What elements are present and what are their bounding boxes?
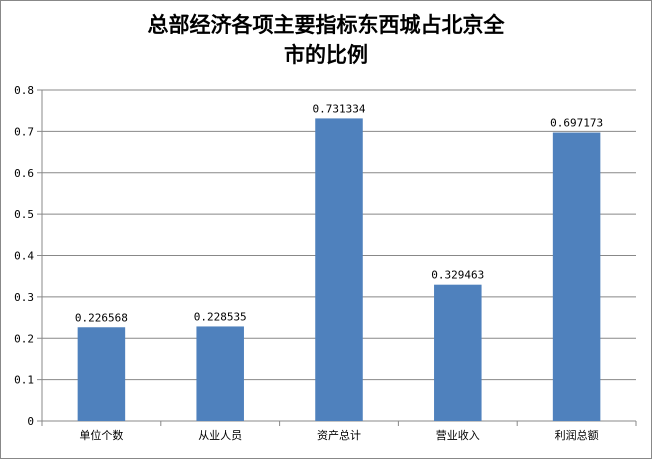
bar-3	[315, 118, 363, 422]
data-label-2: 0.228535	[194, 310, 247, 323]
bar-2	[196, 326, 244, 421]
x-category-label: 营业收入	[436, 428, 480, 442]
bar-1	[77, 327, 126, 421]
data-label-4: 0.329463	[431, 269, 484, 282]
y-tick-label: 0.7	[14, 125, 34, 138]
x-category-label: 利润总额	[555, 428, 599, 442]
chart-title-line-1: 总部经济各项主要指标东西城占北京全	[147, 12, 505, 37]
data-label-1: 0.226568	[75, 311, 128, 324]
bar-4	[434, 284, 482, 421]
chart-title: 总部经济各项主要指标东西城占北京全 市的比例	[0, 10, 652, 70]
bar-5	[552, 132, 601, 421]
y-tick-label: 0	[27, 415, 34, 428]
x-category-label: 从业人员	[198, 429, 242, 442]
y-tick-label: 0.1	[14, 374, 34, 387]
x-category-label: 单位个数	[79, 428, 123, 442]
y-tick-label: 0.3	[14, 291, 34, 304]
y-tick-label: 0.4	[14, 250, 34, 263]
data-label-3: 0.731334	[313, 102, 366, 115]
data-label-5: 0.697173	[550, 117, 603, 130]
chart-title-line-2: 市的比例	[284, 42, 368, 67]
y-tick-label: 0.6	[14, 167, 34, 180]
y-tick-label: 0.8	[14, 84, 34, 97]
x-category-label: 资产总计	[317, 428, 361, 442]
y-tick-label: 0.2	[14, 332, 34, 345]
y-tick-label: 0.5	[14, 208, 34, 221]
